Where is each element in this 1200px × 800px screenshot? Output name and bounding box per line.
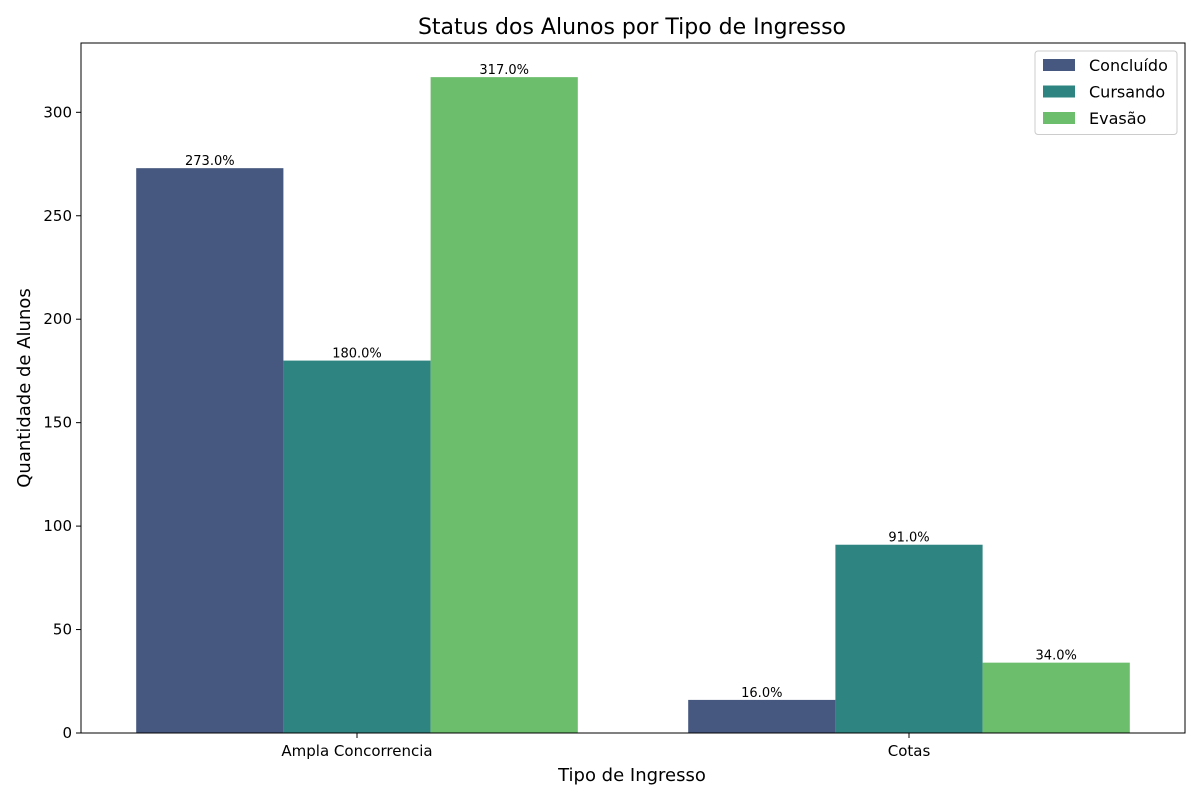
x-axis-ticks: Ampla Concorrencia Cotas <box>281 733 930 760</box>
y-tick-label: 300 <box>43 103 72 121</box>
y-tick-label: 0 <box>62 724 72 742</box>
data-label: 16.0% <box>741 686 782 701</box>
bar-cursando-cotas <box>835 544 983 733</box>
legend-swatch <box>1043 59 1075 71</box>
data-label: 273.0% <box>185 154 235 169</box>
legend-swatch <box>1043 112 1075 124</box>
y-tick-label: 150 <box>43 414 72 432</box>
legend-swatch <box>1043 85 1075 98</box>
x-tick-label: Cotas <box>888 742 931 760</box>
legend-label: Concluído <box>1089 56 1168 75</box>
bar-cursando-ampla-concorrencia <box>283 360 431 733</box>
x-axis-label: Tipo de Ingresso <box>557 765 706 786</box>
data-label: 317.0% <box>479 63 529 78</box>
y-axis-ticks: 0 50 100 150 200 250 300 <box>43 103 81 742</box>
legend-label: Cursando <box>1089 83 1165 102</box>
chart-title: Status dos Alunos por Tipo de Ingresso <box>418 15 846 40</box>
legend: Concluído Cursando Evasão <box>1034 50 1178 135</box>
y-axis-label: Quantidade de Alunos <box>14 288 35 488</box>
y-tick-label: 100 <box>43 517 72 535</box>
x-tick-label: Ampla Concorrencia <box>281 742 432 760</box>
bar-concluído-cotas <box>688 699 836 733</box>
bar-evasão-cotas <box>982 662 1130 733</box>
y-tick-label: 250 <box>43 207 72 225</box>
plot-frame <box>80 42 1186 734</box>
data-label: 180.0% <box>332 347 382 362</box>
data-label: 34.0% <box>1036 649 1077 664</box>
legend-label: Evasão <box>1089 109 1146 128</box>
bar-evasão-ampla-concorrencia <box>430 77 578 733</box>
bar-concluído-ampla-concorrencia <box>136 168 284 733</box>
data-labels-group: 273.0% 16.0% 180.0% 91.0% 317.0% 34.0% <box>185 63 1077 701</box>
y-tick-label: 200 <box>43 310 72 328</box>
bars-group <box>136 77 1130 733</box>
data-label: 91.0% <box>888 531 929 546</box>
y-tick-label: 50 <box>53 621 72 639</box>
